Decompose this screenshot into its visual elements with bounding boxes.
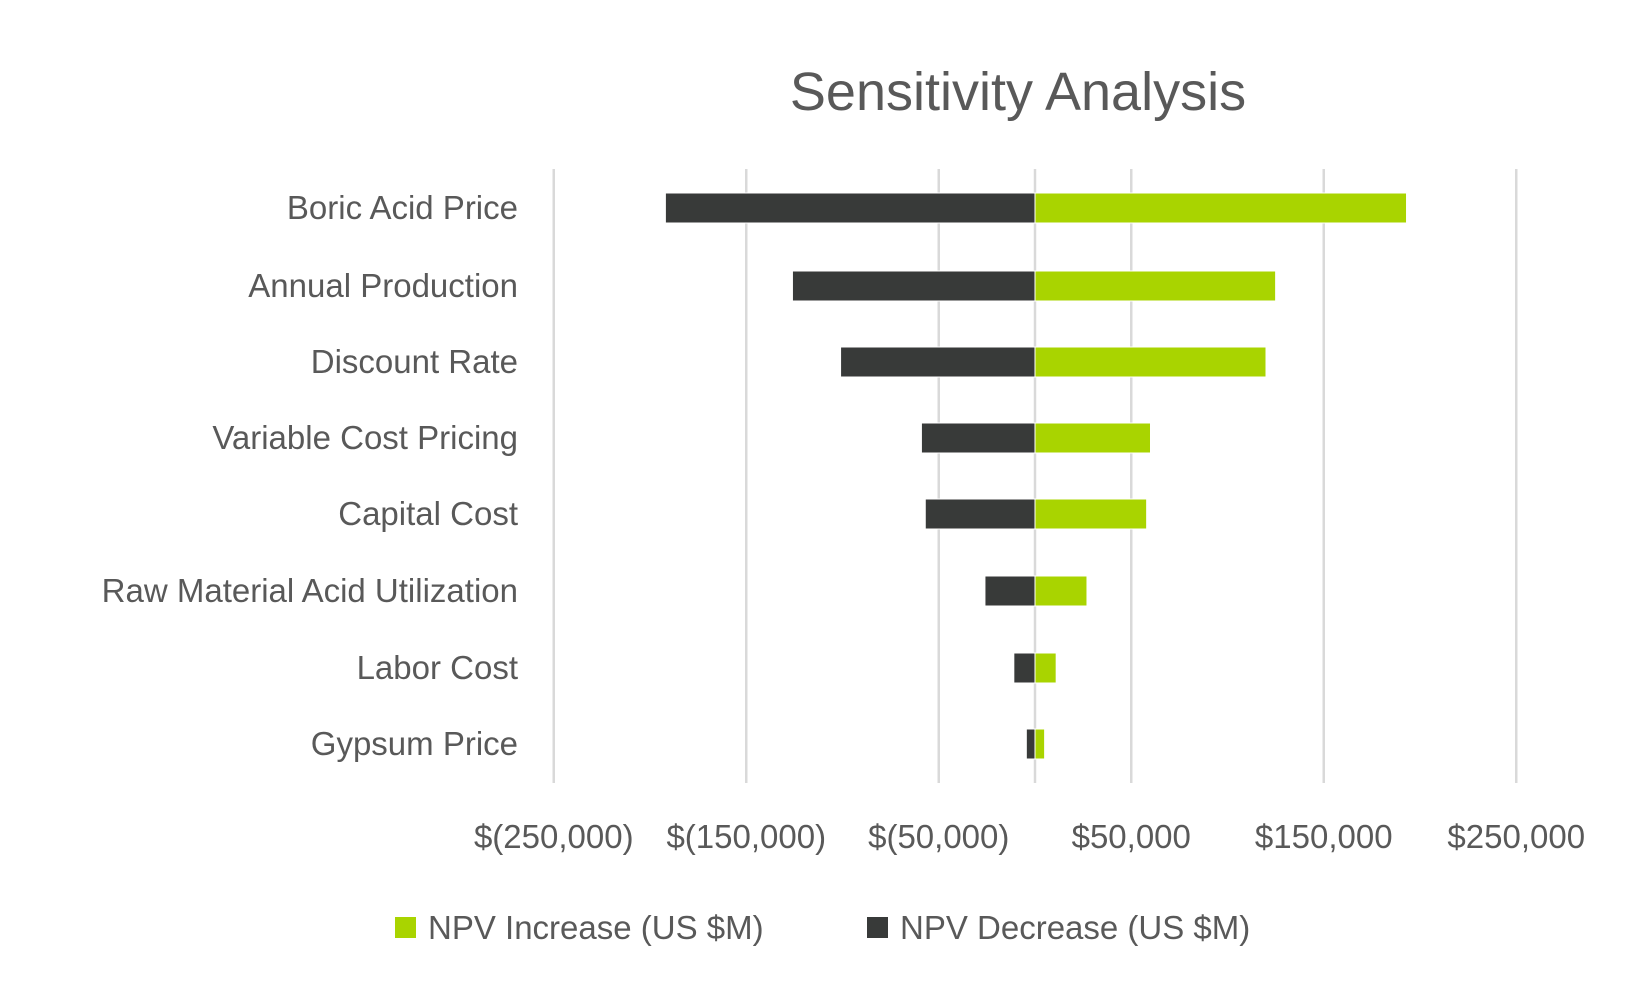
decrease-bar — [791, 270, 1036, 302]
decrease-bar — [924, 498, 1036, 530]
category-label: Discount Rate — [311, 343, 518, 380]
category-label: Annual Production — [248, 267, 518, 304]
legend-label: NPV Increase (US $M) — [428, 909, 764, 946]
increase-bar — [1034, 575, 1088, 607]
increase-bar — [1034, 652, 1057, 684]
decrease-bar — [664, 192, 1036, 224]
decrease-bar — [1025, 728, 1036, 760]
chart-title: Sensitivity Analysis — [790, 62, 1246, 122]
category-label: Boric Acid Price — [287, 189, 518, 226]
category-label: Gypsum Price — [311, 725, 518, 762]
x-tick-label: $(250,000) — [474, 818, 634, 855]
x-tick-label: $250,000 — [1447, 818, 1585, 855]
decrease-bar — [1013, 652, 1036, 684]
x-tick-label: $150,000 — [1255, 818, 1393, 855]
legend-swatch — [867, 917, 888, 938]
decrease-bar — [840, 346, 1036, 378]
increase-bar — [1034, 192, 1408, 224]
x-tick-label: $(150,000) — [666, 818, 826, 855]
x-tick-label: $50,000 — [1072, 818, 1191, 855]
category-label: Labor Cost — [357, 649, 518, 686]
category-label: Capital Cost — [338, 495, 518, 532]
legend-swatch — [395, 917, 416, 938]
increase-bar — [1034, 498, 1148, 530]
decrease-bar — [920, 422, 1036, 454]
increase-bar — [1034, 346, 1267, 378]
increase-bar — [1034, 728, 1046, 760]
increase-bar — [1034, 422, 1151, 454]
legend-label: NPV Decrease (US $M) — [900, 909, 1250, 946]
category-label: Raw Material Acid Utilization — [102, 572, 518, 609]
increase-bar — [1034, 270, 1277, 302]
decrease-bar — [984, 575, 1036, 607]
x-tick-label: $(50,000) — [868, 818, 1009, 855]
category-label: Variable Cost Pricing — [212, 419, 518, 456]
